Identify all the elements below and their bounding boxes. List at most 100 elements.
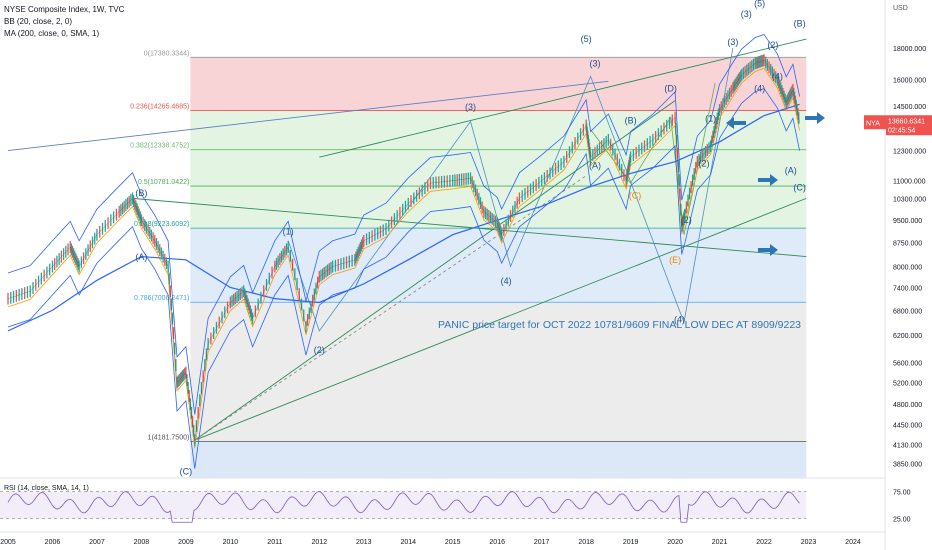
price-countdown: 02:45:54 — [888, 127, 915, 134]
x-tick-label: 2009 — [178, 539, 194, 546]
price-line — [7, 59, 800, 441]
arrow-right-icon-shape — [758, 174, 778, 186]
x-tick-label: 2019 — [623, 539, 639, 546]
x-tick-label: 2011 — [267, 539, 282, 546]
y-tick-label: 3850.000 — [893, 462, 922, 469]
rsi-level-label: 25.00 — [893, 517, 911, 524]
y-tick-label: 10300.000 — [893, 196, 926, 203]
wave-label-4: (4) — [754, 84, 765, 94]
x-tick-label: 2016 — [489, 539, 505, 546]
trendline-down — [132, 197, 807, 258]
x-tick-label: 2007 — [89, 539, 105, 546]
y-tick-label: 7400.000 — [893, 285, 922, 292]
fib-zone-0 — [190, 57, 807, 111]
dashed-trend — [194, 175, 587, 441]
arrow-right-icon-shape — [805, 112, 825, 124]
y-tick-label: 5200.000 — [893, 381, 922, 388]
channel-upper — [319, 38, 807, 158]
wave-label-3: (3) — [727, 37, 738, 47]
price-tag — [886, 115, 932, 136]
arrow-right-icon — [805, 112, 825, 124]
fib-label-0: 0(17380.3344) — [144, 50, 190, 57]
wave-label-e: (E) — [669, 255, 681, 265]
rsi-line — [7, 491, 800, 523]
wave-zigzag-1 — [287, 47, 734, 332]
wave-label-1: (1) — [283, 227, 294, 237]
ma-short-orange — [7, 67, 800, 449]
price-symbol: NYA — [866, 120, 880, 127]
wave-label-c: (C) — [793, 183, 806, 193]
wave-label-5: (5) — [581, 34, 592, 44]
price-value: 13660.6341 — [888, 118, 925, 125]
wave-label-a: (A) — [785, 165, 797, 175]
x-tick-label: 2010 — [223, 539, 239, 546]
y-tick-label: 14500.000 — [893, 104, 926, 111]
y-tick-label: 4800.000 — [893, 402, 922, 409]
y-tick-label: 9500.000 — [893, 218, 922, 225]
x-tick-label: 2006 — [45, 539, 61, 546]
fib-label-0.786: 0.786(7006.2471) — [134, 295, 189, 302]
indicator-bb-label[interactable]: BB (20, close, 2, 0) — [4, 17, 73, 26]
wave-label-b: (B) — [625, 115, 637, 125]
indicator-ma-label[interactable]: MA (200, close, 0, SMA, 1) — [4, 29, 100, 38]
x-tick-label: 2008 — [134, 539, 150, 546]
wave-label-1: (1) — [705, 113, 716, 123]
rsi-label: RSI (14, close, SMA, 14, 1) — [4, 485, 89, 492]
arrow-left-icon — [726, 117, 746, 129]
wave-label-2: (2) — [767, 40, 778, 50]
wave-label-a: (A) — [589, 161, 601, 171]
wave-label-2: (2) — [681, 215, 692, 225]
y-tick-label: 8000.000 — [893, 264, 922, 271]
x-tick-label: 2020 — [667, 539, 683, 546]
arrow-right-icon — [758, 244, 778, 256]
fib-zone-5 — [190, 302, 807, 442]
ma200-line — [7, 103, 800, 332]
rsi-level-label: 75.00 — [893, 490, 911, 497]
wave-label-3: (3) — [590, 58, 601, 68]
chart-title: NYSE Composite Index, 1W, TVC — [4, 5, 125, 14]
wave-label-d: (D) — [664, 84, 677, 94]
wave-label-2: (2) — [314, 345, 325, 355]
wave-label-3: (3) — [741, 9, 752, 19]
y-tick-label: 8750.000 — [893, 240, 922, 247]
x-tick-label: 2022 — [756, 539, 772, 546]
y-tick-label: 4130.000 — [893, 443, 922, 450]
x-tick-label: 2005 — [0, 539, 16, 546]
wave-label-4: (4) — [674, 314, 685, 324]
x-tick-label: 2024 — [845, 539, 861, 546]
y-tick-label: 16000.000 — [893, 78, 926, 85]
x-tick-label: 2017 — [534, 539, 550, 546]
wave-label-c: (C) — [629, 190, 642, 200]
wave-label-c: (C) — [180, 466, 193, 476]
x-tick-label: 2023 — [801, 539, 817, 546]
fib-zone-4 — [190, 228, 807, 303]
y-tick-label: 4450.000 — [893, 423, 922, 430]
y-tick-label: 18000.000 — [893, 46, 926, 53]
fib-label-0.618: 0.618(9223.6092) — [134, 221, 189, 228]
fib-label-0.236: 0.236(14265.4685) — [130, 104, 189, 111]
wave-label-a: (A) — [135, 252, 147, 262]
wave-label-b: (B) — [135, 188, 147, 198]
wave-label-4: (4) — [501, 276, 512, 286]
x-tick-label: 2012 — [312, 539, 328, 546]
panic-annotation: PANIC price target for OCT 2022 10781/96… — [438, 319, 801, 331]
channel-lower — [194, 197, 807, 441]
wave-label-b: (B) — [794, 18, 806, 28]
fib-zone-bottom — [190, 441, 807, 478]
currency-label: USD — [893, 5, 908, 12]
x-tick-label: 2015 — [445, 539, 461, 546]
x-tick-label: 2013 — [356, 539, 372, 546]
trendline-upper-long — [7, 80, 609, 151]
rsi-band — [0, 491, 807, 519]
x-tick-label: 2014 — [400, 539, 416, 546]
wave-label-5: (5) — [754, 0, 765, 8]
fib-zone-1 — [190, 110, 807, 150]
x-tick-label: 2021 — [712, 539, 728, 546]
x-tick-label: 2018 — [578, 539, 594, 546]
fib-label-0.382: 0.382(12338.4752) — [130, 143, 189, 150]
y-tick-label: 11000.000 — [893, 179, 926, 186]
price-symbol-tag — [864, 115, 886, 130]
fib-label-0.5: 0.5(10781.0422) — [138, 179, 189, 186]
